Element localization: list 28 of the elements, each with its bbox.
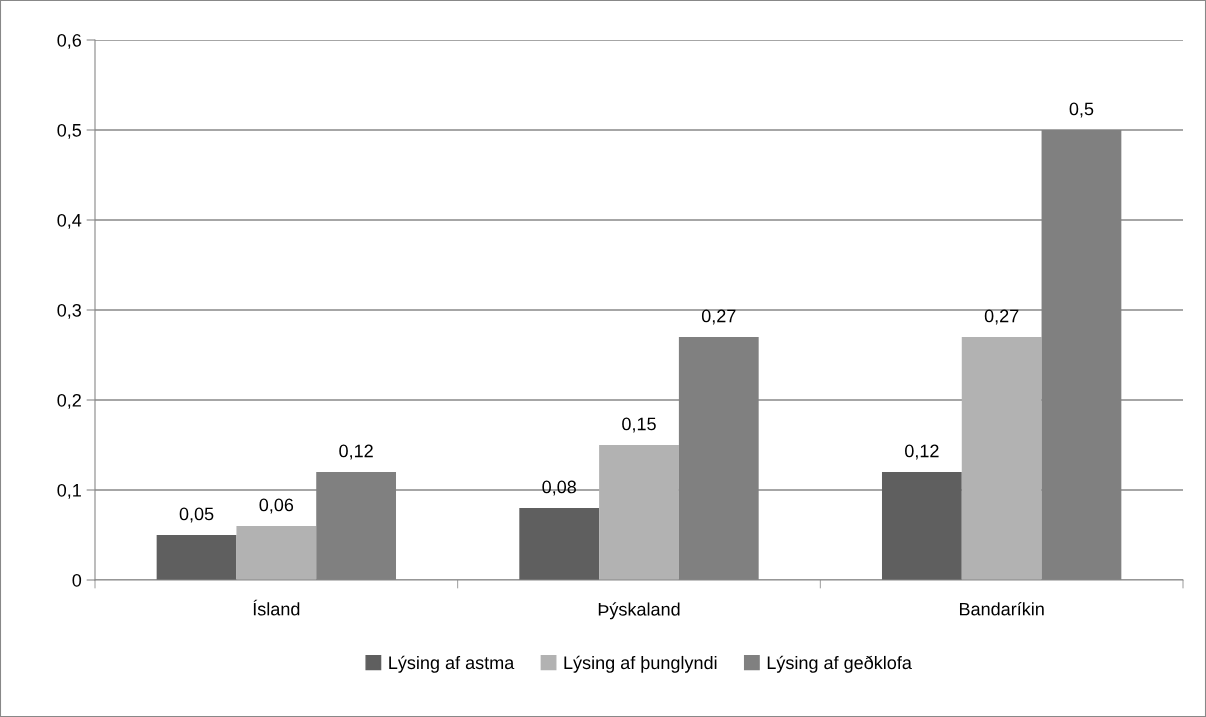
y-tick-label: 0,1 [57,483,81,499]
data-label: 0,06 [259,498,294,514]
data-label: 0,08 [542,480,576,496]
y-tick-label: 0,3 [57,303,82,319]
legend-label: Lýsing af geðklofa [767,655,912,673]
data-label: 0,27 [984,309,1019,325]
y-tick-label: 0,5 [57,123,82,139]
bar [599,445,679,580]
x-tick-label: Bandaríkin [959,602,1044,616]
data-label: 0,5 [1069,102,1094,118]
data-label: 0,12 [339,444,373,460]
x-tick-label: Þýskaland [598,602,680,620]
data-label: 0,05 [179,507,214,523]
legend-label: Lýsing af astma [389,655,515,673]
data-label: 0,12 [905,444,939,460]
y-tick-label: 0,2 [57,393,81,409]
y-tick-label: 0 [72,573,82,587]
y-tick-label: 0,4 [57,213,82,229]
data-label: 0,27 [701,309,736,325]
bar [519,508,600,580]
data-label: 0,15 [622,417,656,433]
y-tick-label: 0,6 [57,33,82,49]
bar [156,535,237,580]
bar [236,526,317,580]
legend-label: Lýsing af þunglyndi [564,655,717,673]
bar [961,337,1042,580]
bar [881,472,962,580]
x-tick-label: Ísland [253,599,300,616]
